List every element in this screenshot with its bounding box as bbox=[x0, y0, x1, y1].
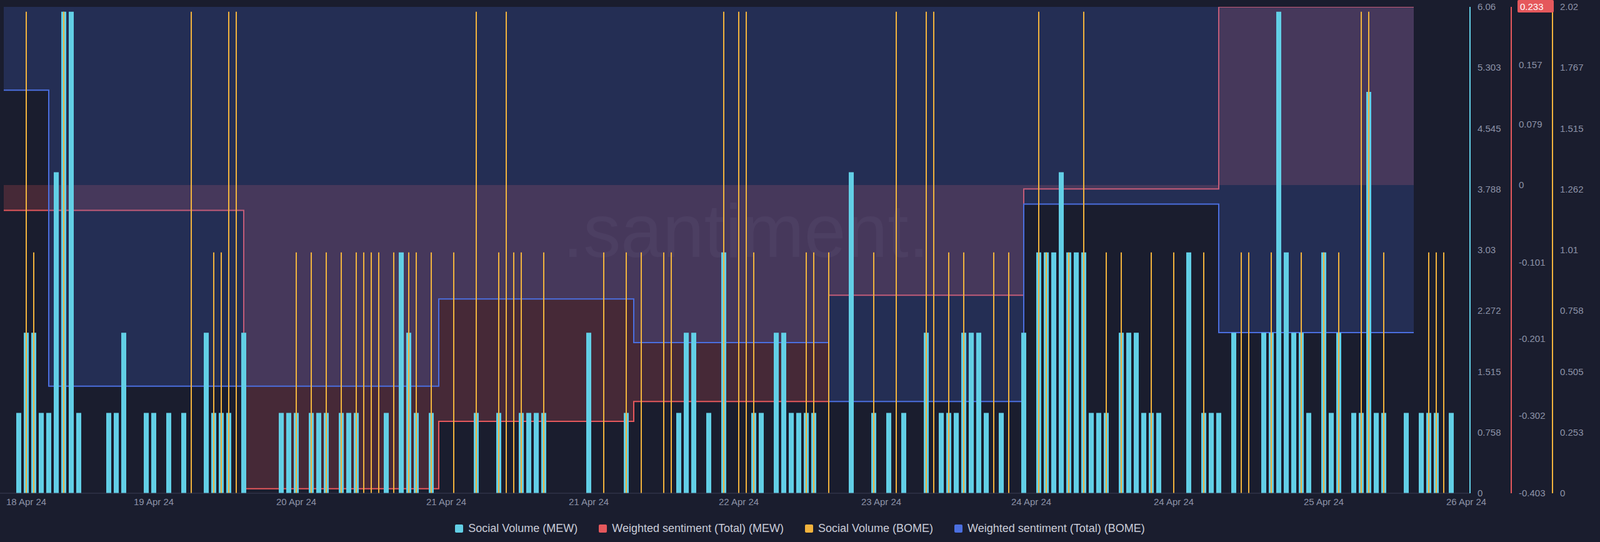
svg-text:1.515: 1.515 bbox=[1477, 366, 1502, 377]
svg-text:2.272: 2.272 bbox=[1477, 305, 1502, 316]
svg-text:1.515: 1.515 bbox=[1560, 123, 1584, 134]
svg-text:1.01: 1.01 bbox=[1560, 244, 1579, 255]
svg-text:-0.403: -0.403 bbox=[1518, 487, 1546, 499]
svg-text:19 Apr 24: 19 Apr 24 bbox=[133, 496, 174, 507]
svg-text:25 Apr 24: 25 Apr 24 bbox=[1303, 496, 1344, 507]
svg-text:0.233: 0.233 bbox=[1520, 1, 1544, 12]
svg-text:18 Apr 24: 18 Apr 24 bbox=[6, 496, 47, 507]
svg-text:0.505: 0.505 bbox=[1560, 366, 1584, 377]
svg-text:24 Apr 24: 24 Apr 24 bbox=[1011, 496, 1052, 507]
svg-text:22 Apr 24: 22 Apr 24 bbox=[718, 496, 759, 507]
svg-text:21 Apr 24: 21 Apr 24 bbox=[426, 496, 467, 507]
svg-text:0.253: 0.253 bbox=[1560, 426, 1584, 438]
svg-text:3.788: 3.788 bbox=[1477, 183, 1502, 195]
svg-text:4.545: 4.545 bbox=[1477, 123, 1502, 134]
svg-text:26 Apr 24: 26 Apr 24 bbox=[1446, 496, 1487, 507]
svg-text:5.303: 5.303 bbox=[1477, 61, 1502, 73]
svg-text:0.758: 0.758 bbox=[1560, 305, 1584, 316]
svg-text:3.03: 3.03 bbox=[1477, 244, 1496, 255]
svg-text:0.079: 0.079 bbox=[1518, 118, 1543, 130]
svg-text:23 Apr 24: 23 Apr 24 bbox=[861, 496, 902, 507]
svg-text:0: 0 bbox=[1518, 179, 1524, 190]
svg-text:0: 0 bbox=[1560, 487, 1565, 499]
svg-text:-0.302: -0.302 bbox=[1518, 410, 1546, 421]
svg-text:24 Apr 24: 24 Apr 24 bbox=[1153, 496, 1194, 507]
svg-text:21 Apr 24: 21 Apr 24 bbox=[568, 496, 609, 507]
svg-text:1.262: 1.262 bbox=[1560, 183, 1584, 195]
html-text:Social Volume (MEW): Social Volume (MEW) bbox=[468, 521, 578, 535]
html-text:.santiment.: .santiment. bbox=[562, 188, 930, 273]
svg-text:-0.101: -0.101 bbox=[1518, 256, 1546, 268]
svg-text:1.767: 1.767 bbox=[1560, 61, 1584, 73]
svg-text:2.02: 2.02 bbox=[1560, 1, 1579, 12]
svg-text:20 Apr 24: 20 Apr 24 bbox=[276, 496, 317, 507]
svg-text:-0.201: -0.201 bbox=[1518, 333, 1546, 344]
svg-text:6.06: 6.06 bbox=[1477, 1, 1496, 12]
svg-text:0.157: 0.157 bbox=[1518, 59, 1543, 70]
svg-text:0.758: 0.758 bbox=[1477, 426, 1502, 438]
html-text:Social Volume (BOME): Social Volume (BOME) bbox=[818, 521, 934, 535]
svg-text:0: 0 bbox=[1477, 487, 1483, 499]
html-text:Weighted sentiment (Total) (ME: Weighted sentiment (Total) (MEW) bbox=[612, 521, 784, 535]
html-text:Weighted sentiment (Total) (BO: Weighted sentiment (Total) (BOME) bbox=[967, 521, 1145, 535]
